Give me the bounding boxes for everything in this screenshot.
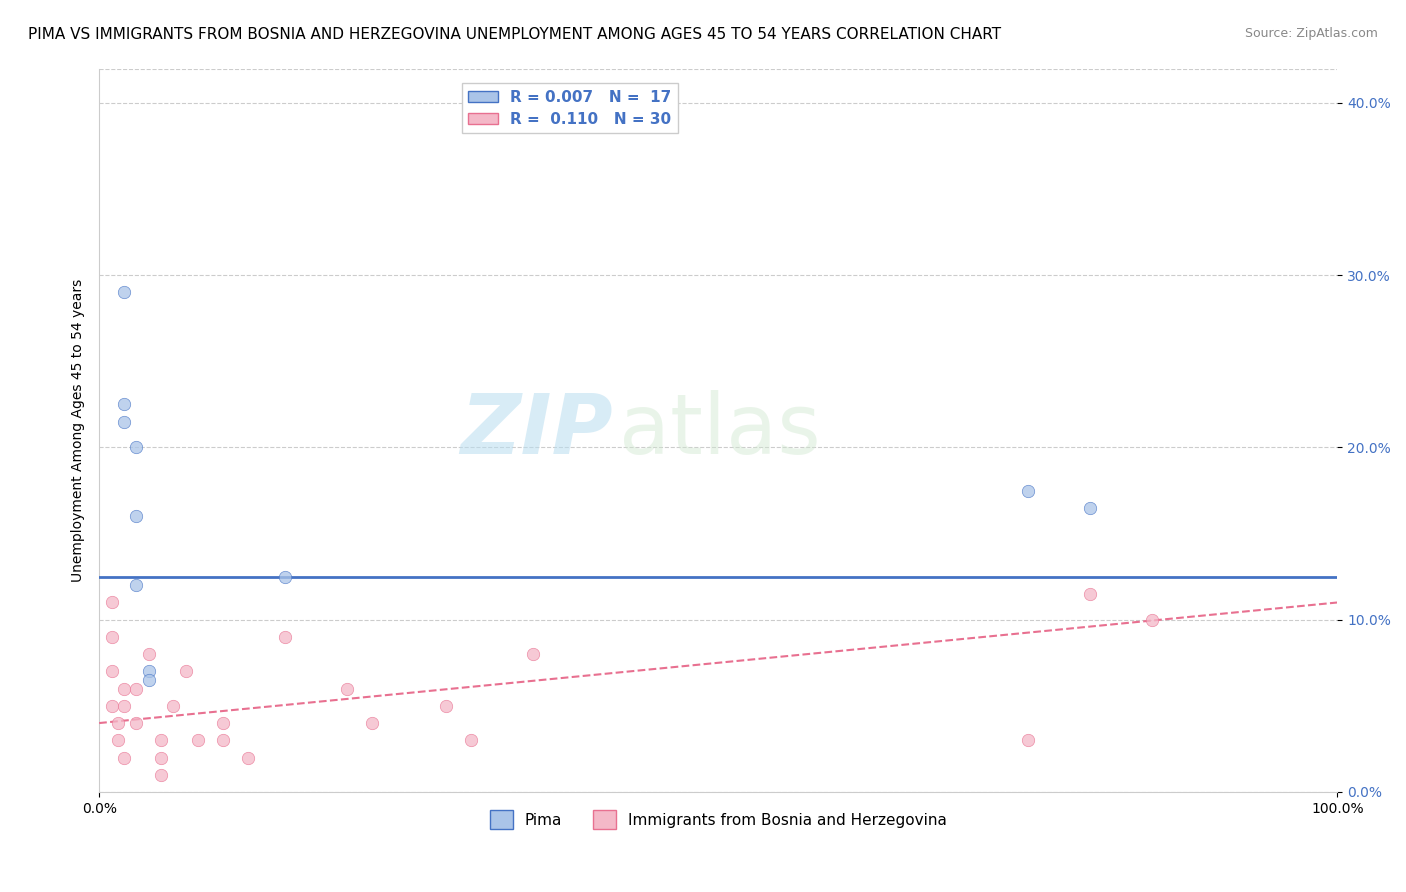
Point bbox=[100, 595, 122, 609]
Point bbox=[236, 750, 259, 764]
Point bbox=[460, 733, 482, 747]
Point bbox=[125, 509, 148, 524]
Point bbox=[1017, 483, 1039, 498]
Point bbox=[150, 750, 173, 764]
Point bbox=[112, 750, 135, 764]
Point bbox=[434, 698, 457, 713]
Point bbox=[112, 681, 135, 696]
Text: ZIP: ZIP bbox=[460, 390, 613, 471]
Point bbox=[1140, 613, 1163, 627]
Point bbox=[112, 698, 135, 713]
Point bbox=[212, 716, 235, 731]
Point bbox=[1078, 587, 1101, 601]
Point bbox=[100, 630, 122, 644]
Point bbox=[112, 397, 135, 411]
Point bbox=[522, 647, 544, 661]
Point bbox=[274, 569, 297, 583]
Legend: Pima, Immigrants from Bosnia and Herzegovina: Pima, Immigrants from Bosnia and Herzego… bbox=[484, 804, 953, 835]
Point bbox=[125, 578, 148, 592]
Point bbox=[125, 716, 148, 731]
Point bbox=[162, 698, 184, 713]
Text: Source: ZipAtlas.com: Source: ZipAtlas.com bbox=[1244, 27, 1378, 40]
Point bbox=[125, 681, 148, 696]
Point bbox=[112, 285, 135, 300]
Point bbox=[360, 716, 382, 731]
Point bbox=[138, 673, 160, 687]
Text: atlas: atlas bbox=[619, 390, 821, 471]
Point bbox=[1017, 733, 1039, 747]
Point bbox=[125, 441, 148, 455]
Point bbox=[274, 630, 297, 644]
Text: PIMA VS IMMIGRANTS FROM BOSNIA AND HERZEGOVINA UNEMPLOYMENT AMONG AGES 45 TO 54 : PIMA VS IMMIGRANTS FROM BOSNIA AND HERZE… bbox=[28, 27, 1001, 42]
Point bbox=[112, 415, 135, 429]
Point bbox=[212, 733, 235, 747]
Y-axis label: Unemployment Among Ages 45 to 54 years: Unemployment Among Ages 45 to 54 years bbox=[72, 278, 86, 582]
Point bbox=[150, 768, 173, 782]
Point bbox=[187, 733, 209, 747]
Point bbox=[174, 665, 197, 679]
Point bbox=[336, 681, 359, 696]
Point bbox=[150, 733, 173, 747]
Point bbox=[100, 698, 122, 713]
Point bbox=[138, 647, 160, 661]
Point bbox=[1078, 500, 1101, 515]
Point bbox=[138, 665, 160, 679]
Point bbox=[107, 733, 129, 747]
Point bbox=[100, 665, 122, 679]
Point bbox=[107, 716, 129, 731]
